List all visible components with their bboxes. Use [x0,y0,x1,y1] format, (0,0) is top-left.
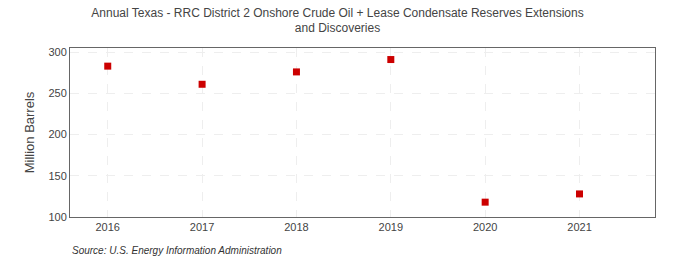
svg-text:100: 100 [48,211,66,223]
svg-text:2019: 2019 [379,221,403,233]
svg-text:2016: 2016 [95,221,119,233]
svg-text:2021: 2021 [567,221,591,233]
svg-text:250: 250 [48,87,66,99]
svg-text:2018: 2018 [284,221,308,233]
svg-text:300: 300 [48,46,66,58]
svg-text:Million Barrels: Million Barrels [22,91,37,173]
svg-text:Annual Texas - RRC District 2: Annual Texas - RRC District 2 Onshore Cr… [91,6,583,36]
svg-text:2020: 2020 [473,221,497,233]
svg-text:200: 200 [48,128,66,140]
svg-text:150: 150 [48,170,66,182]
svg-text:Source: U.S. Energy Informatio: Source: U.S. Energy Information Administ… [72,245,282,256]
svg-text:2017: 2017 [190,221,214,233]
